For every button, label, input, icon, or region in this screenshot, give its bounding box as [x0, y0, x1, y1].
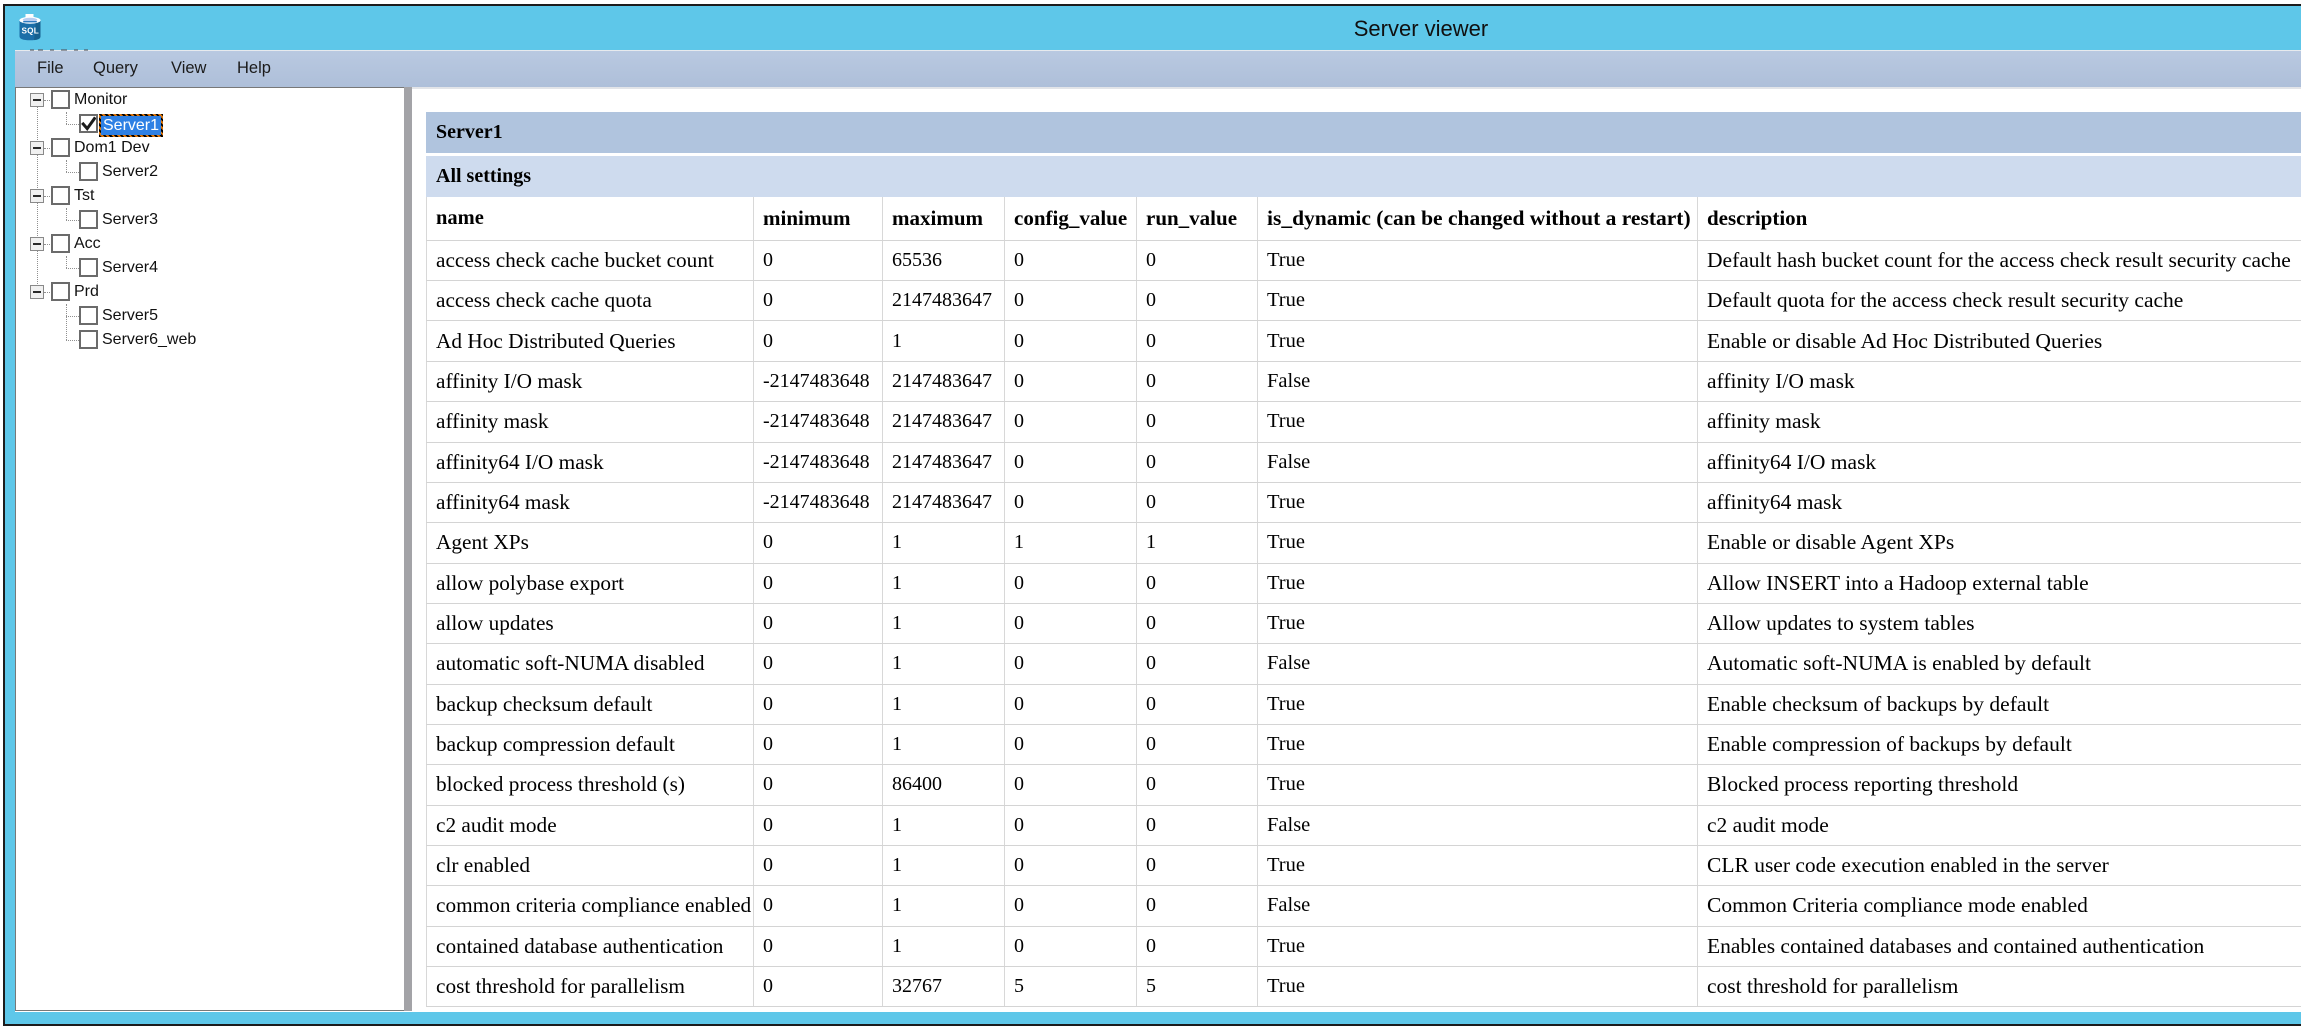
svg-text:SQL: SQL	[21, 26, 38, 35]
